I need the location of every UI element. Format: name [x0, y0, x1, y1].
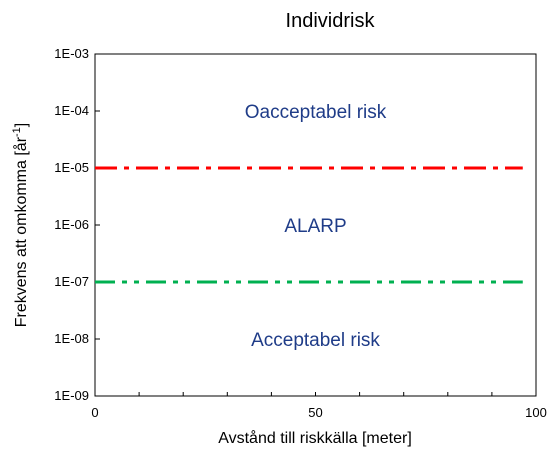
y-tick-label: 1E-03 — [54, 46, 89, 61]
y-tick-label: 1E-08 — [54, 331, 89, 346]
y-axis-title-prefix: Frekvens att omkomma [år — [12, 136, 30, 327]
x-tick-label: 100 — [525, 405, 547, 420]
chart-title: Individrisk — [286, 10, 376, 32]
y-tick-label: 1E-07 — [54, 274, 89, 289]
y-tick-label: 1E-06 — [54, 217, 89, 232]
x-tick-label: 0 — [91, 405, 98, 420]
plot-area: 1E-03 1E-04 1E-05 1E-06 1E-07 1E-08 1E-090 50 10… — [54, 46, 547, 420]
y-axis-title-suffix: ] — [13, 123, 30, 127]
region-label: Acceptabel risk — [251, 330, 380, 351]
y-axis-title: Frekvens att omkomma [år-1] — [11, 123, 30, 328]
x-axis-title: Avstånd till riskkälla [meter] — [218, 429, 412, 447]
y-axis-title-superscript: -1 — [11, 127, 23, 137]
y-tick-label: 1E-04 — [54, 103, 89, 118]
y-tick-label: 1E-09 — [54, 388, 89, 403]
region-label: Oacceptabel risk — [245, 102, 387, 123]
region-label: ALARP — [284, 216, 346, 237]
x-tick-label: 50 — [308, 405, 322, 420]
y-tick-label: 1E-05 — [54, 160, 89, 175]
